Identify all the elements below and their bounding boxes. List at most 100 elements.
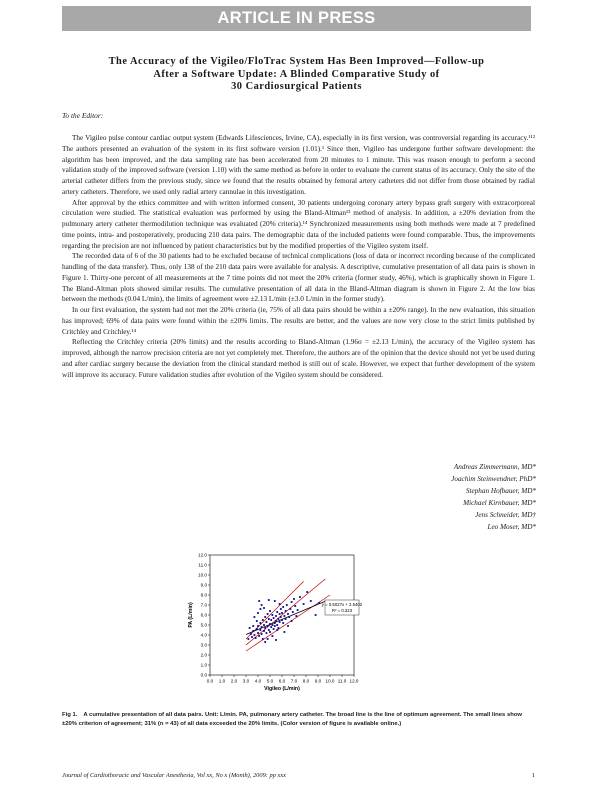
data-point <box>281 619 283 621</box>
data-point <box>290 620 293 622</box>
data-point <box>296 609 299 611</box>
data-point <box>275 620 277 622</box>
x-tick-label: 9.0 <box>315 679 322 684</box>
data-point <box>293 598 295 600</box>
data-point <box>278 603 281 605</box>
author: Leo Moser, MD* <box>487 523 536 531</box>
data-point <box>264 616 267 618</box>
data-point <box>318 602 321 604</box>
x-tick-label: 6.0 <box>279 679 286 684</box>
data-point <box>275 615 277 617</box>
data-point <box>260 604 263 606</box>
y-tick-label: 11.0 <box>198 563 207 568</box>
author: Joachim Steinwendner, PhD* <box>451 475 536 483</box>
data-point <box>266 638 269 640</box>
data-point <box>289 608 292 610</box>
data-point <box>257 625 259 627</box>
data-point <box>276 611 279 613</box>
x-tick-label: 1.0 <box>219 679 226 684</box>
data-point <box>261 619 264 621</box>
y-tick-label: 1.0 <box>201 663 208 668</box>
data-point <box>306 591 309 593</box>
author: Jens Schneider, MD† <box>475 511 536 519</box>
y-tick-label: 3.0 <box>201 643 208 648</box>
data-point <box>267 629 270 631</box>
data-point <box>288 616 291 618</box>
reference-line <box>245 594 331 652</box>
salutation: To the Editor: <box>62 111 104 120</box>
data-point <box>248 627 251 629</box>
y-tick-label: 7.0 <box>201 603 208 608</box>
author: Stephan Hofbauer, MD* <box>465 487 536 495</box>
data-point <box>257 612 259 614</box>
data-point <box>254 637 257 639</box>
data-point <box>259 629 262 631</box>
data-point <box>251 636 253 638</box>
data-point <box>273 625 276 627</box>
data-point <box>255 620 258 622</box>
data-point <box>253 616 256 618</box>
x-tick-label: 0.0 <box>207 679 214 684</box>
data-point <box>287 625 289 627</box>
x-axis-label: Vigileo (L/min) <box>264 686 300 692</box>
regression-equation-box <box>324 599 360 616</box>
y-tick-label: 2.0 <box>201 653 208 658</box>
y-tick-label: 8.0 <box>201 593 208 598</box>
data-point <box>263 607 265 609</box>
y-tick-label: 0.0 <box>201 673 208 678</box>
data-point <box>270 626 273 628</box>
figure-label: Fig 1. <box>62 712 78 718</box>
data-point <box>271 624 274 626</box>
data-point <box>279 616 282 618</box>
title-line: After a Software Update: A Blinded Compa… <box>153 68 440 80</box>
paragraph: Reflecting the Critchley criteria (20% l… <box>62 338 535 379</box>
data-point <box>269 631 271 633</box>
data-point <box>269 610 271 612</box>
data-point <box>283 615 286 617</box>
data-point <box>285 604 288 606</box>
data-point <box>291 611 294 613</box>
paragraph: After approval by the ethics committee a… <box>62 198 535 250</box>
y-tick-label: 9.0 <box>201 583 208 588</box>
data-point <box>284 610 287 612</box>
data-point <box>270 619 273 621</box>
data-point <box>287 613 289 615</box>
r-squared-label: R² = 0.323 <box>332 608 353 613</box>
article-title: The Accuracy of the Vigileo/FloTrac Syst… <box>62 56 531 94</box>
data-point <box>302 603 305 605</box>
data-point <box>309 600 312 602</box>
title-line: The Accuracy of the Vigileo/FloTrac Syst… <box>108 56 485 67</box>
data-point <box>252 630 255 632</box>
data-point <box>264 641 267 643</box>
x-tick-label: 7.0 <box>291 679 298 684</box>
data-point <box>269 623 271 625</box>
data-point <box>281 612 283 614</box>
reference-line <box>245 578 326 646</box>
data-point <box>294 605 297 607</box>
data-point <box>276 624 279 626</box>
figure-caption: Fig 1. A cumulative presentation of all d… <box>62 711 535 728</box>
x-tick-label: 11.0 <box>338 679 347 684</box>
data-point <box>260 633 263 635</box>
data-point <box>258 600 261 602</box>
regression-line <box>245 600 326 635</box>
page-number: 1 <box>531 772 535 779</box>
data-point <box>271 635 274 637</box>
page-footer: Journal of Cardiothoracic and Vascular A… <box>62 772 535 779</box>
data-point <box>267 618 270 620</box>
scatter-chart: 0.0 1.0 2.0 3.0 4.0 5.0 6.0 7.0 8.0 9.0 10.0 11.0 12… <box>188 553 363 692</box>
data-point <box>278 621 281 623</box>
data-point <box>252 625 255 627</box>
data-point <box>276 629 279 631</box>
data-point <box>263 624 265 626</box>
x-tick-label: 4.0 <box>255 679 262 684</box>
data-point <box>263 630 265 632</box>
x-tick-label: 3.0 <box>243 679 250 684</box>
data-point <box>278 613 281 615</box>
y-tick-label: 12.0 <box>198 553 207 558</box>
data-point <box>271 614 274 616</box>
figure-1: 0.0 1.0 2.0 3.0 4.0 5.0 6.0 7.0 8.0 9.0 10.0 11.0 12… <box>180 548 390 708</box>
data-point <box>299 596 301 598</box>
data-point <box>275 639 277 641</box>
data-point <box>255 628 258 630</box>
